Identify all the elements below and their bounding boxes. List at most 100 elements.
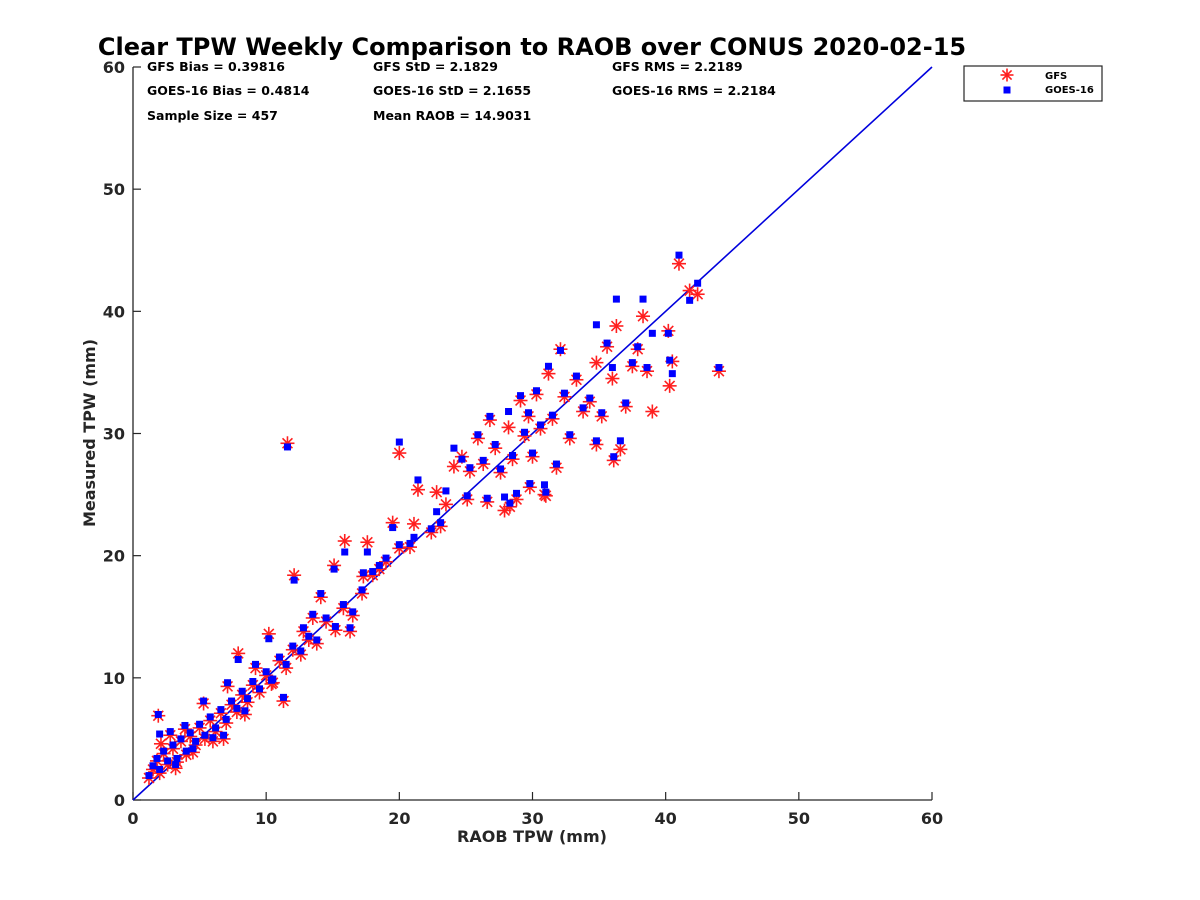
goes16-point	[506, 499, 514, 507]
legend-gfs-asterisk	[1000, 68, 1014, 82]
goes16-point	[414, 476, 422, 484]
asterisk-stroke	[155, 738, 167, 750]
gfs-point	[153, 736, 168, 751]
goes16-point	[256, 685, 264, 693]
goes16-point	[616, 437, 624, 445]
x-tick-label: 0	[127, 809, 138, 828]
goes16-point	[427, 525, 435, 533]
x-tick-label: 30	[521, 809, 543, 828]
asterisk-stroke	[440, 498, 452, 510]
gfs-point	[501, 420, 516, 435]
goes16-point	[201, 731, 209, 739]
goes16-point	[529, 449, 536, 457]
legend: GFS GOES-16	[963, 65, 1103, 102]
goes16-point	[154, 710, 162, 718]
goes16-point	[228, 697, 236, 705]
goes16-point	[466, 464, 474, 472]
goes16-point	[634, 343, 642, 351]
goes16-point	[349, 608, 357, 616]
goes16-point	[244, 695, 252, 703]
goes16-point	[282, 660, 290, 668]
goes16-point	[406, 539, 414, 547]
y-tick-label: 20	[103, 547, 125, 566]
goes16-point	[648, 329, 656, 337]
asterisk-stroke	[393, 447, 405, 459]
stat-gfs-std: GFS StD = 2.1829	[373, 59, 498, 74]
goes16-point	[542, 488, 550, 496]
asterisk-stroke	[542, 368, 554, 380]
x-tick-label: 50	[788, 809, 810, 828]
gfs-point	[671, 256, 686, 271]
goes16-point	[486, 412, 494, 420]
legend-box	[963, 65, 1103, 102]
gfs-point	[337, 534, 352, 549]
goes16-point	[686, 296, 694, 304]
goes16-point	[339, 601, 347, 609]
y-tick-label: 30	[103, 425, 125, 444]
goes16-point	[317, 590, 325, 598]
y-tick-label: 10	[103, 669, 125, 688]
goes16-point	[169, 741, 177, 749]
goes16-point	[369, 568, 377, 576]
stat-goes16-bias: GOES-16 Bias = 0.4814	[147, 83, 310, 98]
goes16-point	[341, 548, 349, 556]
goes16-point	[643, 364, 651, 372]
goes16-point	[222, 715, 230, 723]
goes16-point	[153, 754, 161, 762]
goes16-point	[283, 443, 291, 451]
asterisk-stroke	[684, 285, 696, 297]
goes16-point	[666, 356, 674, 364]
goes16-point	[410, 533, 418, 541]
goes16-point	[389, 524, 397, 532]
goes16-point	[265, 635, 273, 643]
gfs-point	[636, 309, 651, 324]
x-tick-label: 40	[655, 809, 677, 828]
goes16-point	[297, 647, 305, 655]
asterisk-stroke	[664, 380, 676, 392]
legend-goes16-square	[1003, 86, 1011, 94]
goes16-point	[474, 431, 482, 439]
gfs-point	[690, 287, 705, 302]
stat-mean-raob: Mean RAOB = 14.9031	[373, 108, 531, 123]
goes16-point	[437, 519, 445, 527]
goes16-point	[156, 765, 164, 773]
x-axis-label: RAOB TPW (mm)	[457, 827, 607, 846]
goes16-point	[173, 754, 181, 762]
gfs-point	[410, 482, 425, 497]
goes16-point	[166, 728, 174, 736]
goes16-point	[552, 460, 560, 468]
asterisk-stroke	[692, 288, 704, 300]
goes16-point	[622, 399, 630, 407]
goes16-point	[279, 693, 287, 701]
goes16-point	[233, 704, 241, 712]
goes16-point	[186, 729, 194, 737]
chart-title: Clear TPW Weekly Comparison to RAOB over…	[98, 33, 966, 61]
gfs-point	[541, 366, 556, 381]
goes16-point	[196, 720, 204, 728]
gfs-point	[360, 535, 375, 550]
goes16-point	[305, 632, 313, 640]
goes16-point	[359, 569, 367, 577]
goes16-point	[513, 489, 521, 497]
goes16-point	[532, 387, 540, 395]
asterisk-stroke	[646, 405, 658, 418]
asterisk-stroke	[448, 460, 460, 473]
stat-gfs-rms: GFS RMS = 2.2189	[612, 59, 743, 74]
asterisk-stroke	[590, 357, 602, 369]
asterisk-stroke	[431, 486, 443, 498]
goes16-point	[608, 364, 616, 372]
goes16-point	[540, 481, 548, 489]
goes16-point	[509, 451, 517, 459]
goes16-point	[598, 409, 606, 417]
stat-sample-size: Sample Size = 457	[147, 108, 278, 123]
goes16-point	[177, 735, 185, 743]
goes16-point	[224, 679, 232, 687]
goes16-point	[566, 431, 574, 439]
goes16-point	[521, 428, 529, 436]
goes16-point	[612, 295, 620, 303]
goes16-point	[491, 440, 499, 448]
asterisk-stroke	[503, 421, 515, 433]
goes16-point	[628, 359, 636, 367]
goes16-point	[299, 624, 307, 632]
